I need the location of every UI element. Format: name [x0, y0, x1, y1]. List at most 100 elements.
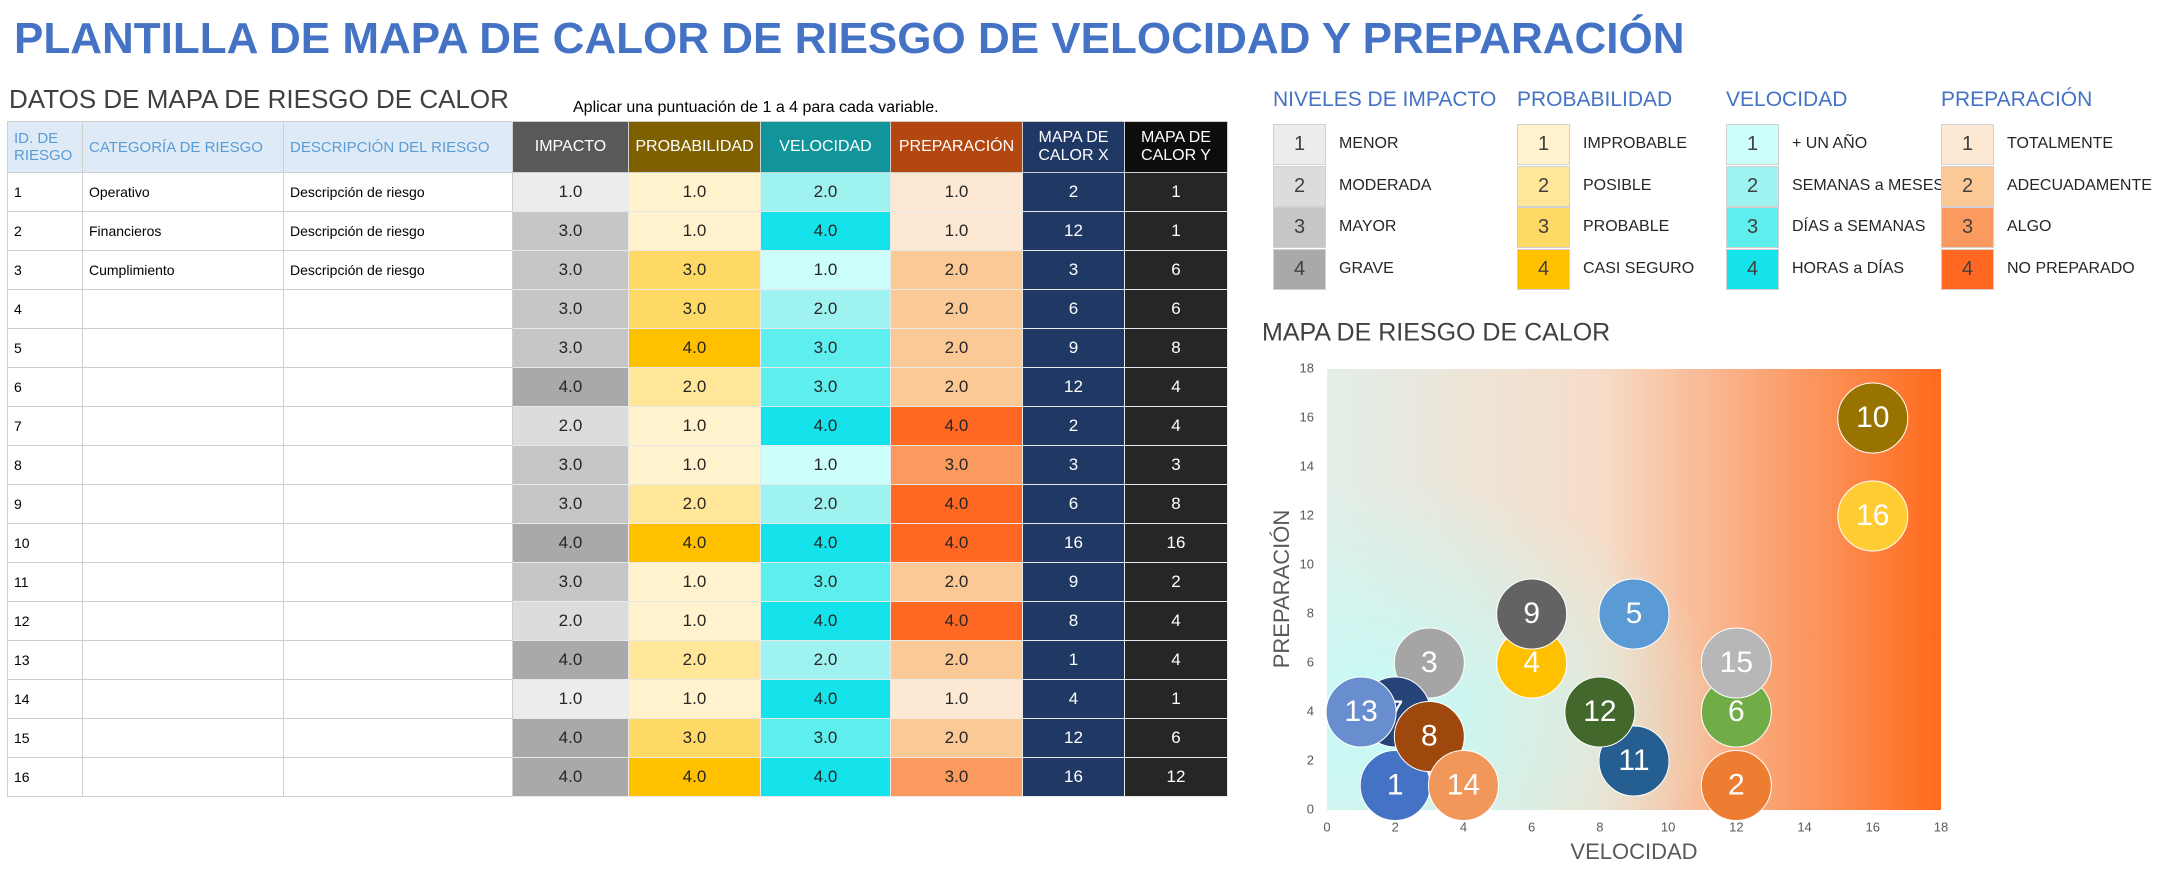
- value-cell: 3.0: [890, 445, 1023, 485]
- value-cell: 1.0: [628, 601, 761, 641]
- legend-swatch: 2: [1941, 165, 1994, 207]
- value-cell: 12: [1022, 718, 1125, 758]
- value-cell: 3.0: [628, 250, 761, 290]
- value-cell: 2.0: [628, 484, 761, 524]
- bubble-label: 15: [1720, 646, 1753, 679]
- bubble: [1598, 578, 1670, 650]
- value-cell: 1: [1124, 172, 1228, 212]
- text-cell: [283, 562, 513, 602]
- value-cell: 2.0: [760, 484, 891, 524]
- y-tick-label: 2: [1307, 752, 1314, 767]
- value-cell: 3.0: [512, 211, 629, 251]
- text-cell: 5: [7, 328, 83, 368]
- text-cell: [82, 328, 284, 368]
- value-cell: 4.0: [760, 211, 891, 251]
- text-cell: [283, 406, 513, 446]
- bubble-label: 12: [1583, 695, 1616, 728]
- x-tick-label: 10: [1661, 819, 1675, 834]
- text-cell: [82, 601, 284, 641]
- value-cell: 1.0: [628, 562, 761, 602]
- legend-swatch: 3: [1273, 207, 1326, 248]
- text-cell: [82, 445, 284, 485]
- legend-title: PREPARACIÓN: [1941, 88, 2093, 111]
- bubble-label: 8: [1421, 719, 1438, 752]
- x-tick-label: 8: [1596, 819, 1603, 834]
- legend-label: ADECUADAMENTE: [2007, 176, 2152, 194]
- table-title: DATOS DE MAPA DE RIESGO DE CALOR: [9, 84, 509, 114]
- column-header: CATEGORÍA DE RIESGO: [82, 121, 284, 173]
- text-cell: [283, 757, 513, 797]
- legend-swatch: 1: [1517, 124, 1570, 165]
- value-cell: 4.0: [512, 367, 629, 407]
- y-tick-label: 0: [1307, 801, 1314, 816]
- text-cell: [82, 679, 284, 719]
- value-cell: 1.0: [890, 172, 1023, 212]
- bubble: [1700, 750, 1772, 821]
- legend-label: MAYOR: [1339, 218, 1397, 235]
- legend-swatch: 3: [1941, 207, 1994, 248]
- table-row: 6 4.0 2.0 3.0 2.0 12 4: [7, 367, 1228, 407]
- value-cell: 1: [1124, 679, 1228, 719]
- x-axis-label: VELOCIDAD: [1570, 839, 1697, 864]
- value-cell: 1.0: [628, 445, 761, 485]
- bubble: [1325, 676, 1397, 748]
- y-tick-label: 18: [1300, 360, 1314, 375]
- bubble-label: 16: [1856, 499, 1889, 532]
- x-tick-label: 16: [1866, 819, 1880, 834]
- value-cell: 4: [1124, 367, 1228, 407]
- value-cell: 2.0: [890, 718, 1023, 758]
- legend-label: + UN AÑO: [1792, 135, 1868, 152]
- value-cell: 2.0: [890, 289, 1023, 329]
- bubble: [1837, 480, 1909, 552]
- column-header: MAPA DE CALOR Y: [1124, 121, 1228, 173]
- legend-swatch: 1: [1941, 124, 1994, 165]
- text-cell: [283, 718, 513, 758]
- value-cell: 2.0: [760, 640, 891, 680]
- value-cell: 3.0: [760, 328, 891, 368]
- value-cell: 2.0: [628, 640, 761, 680]
- text-cell: 14: [7, 679, 83, 719]
- legend-swatch: 4: [1517, 248, 1570, 290]
- y-axis-label: PREPARACIÓN: [1269, 510, 1294, 669]
- bubble-label: 9: [1523, 597, 1540, 630]
- value-cell: 16: [1022, 523, 1125, 563]
- x-tick-label: 12: [1729, 819, 1743, 834]
- bubble: [1496, 578, 1568, 650]
- x-tick-label: 4: [1460, 819, 1467, 834]
- value-cell: 3: [1022, 445, 1125, 485]
- bubble-label: 2: [1728, 768, 1745, 801]
- value-cell: 2.0: [890, 250, 1023, 290]
- value-cell: 3.0: [760, 562, 891, 602]
- text-cell: Descripción de riesgo: [283, 172, 513, 212]
- text-cell: [283, 484, 513, 524]
- value-cell: 3.0: [628, 718, 761, 758]
- legend-title: NIVELES DE IMPACTO: [1273, 88, 1497, 111]
- value-cell: 2.0: [628, 367, 761, 407]
- value-cell: 1.0: [628, 172, 761, 212]
- value-cell: 8: [1124, 484, 1228, 524]
- value-cell: 4.0: [760, 523, 891, 563]
- text-cell: 4: [7, 289, 83, 329]
- bubble: [1564, 676, 1636, 748]
- legend-label: HORAS a DÍAS: [1792, 259, 1905, 277]
- legend-label: SEMANAS a MESES: [1792, 176, 1945, 194]
- legend-title: VELOCIDAD: [1726, 88, 1848, 111]
- value-cell: 16: [1022, 757, 1125, 797]
- table-row: 14 1.0 1.0 4.0 1.0 4 1: [7, 679, 1228, 719]
- value-cell: 6: [1124, 718, 1228, 758]
- text-cell: [283, 367, 513, 407]
- table-row: 11 3.0 1.0 3.0 2.0 9 2: [7, 562, 1228, 602]
- value-cell: 1.0: [890, 679, 1023, 719]
- legend-swatch: 2: [1726, 165, 1779, 207]
- column-header: PREPARACIÓN: [890, 121, 1023, 173]
- value-cell: 4: [1022, 679, 1125, 719]
- legend-swatch: 1: [1726, 124, 1779, 165]
- text-cell: 7: [7, 406, 83, 446]
- legend-title: PROBABILIDAD: [1517, 88, 1673, 111]
- text-cell: [82, 718, 284, 758]
- legend-swatch: 3: [1726, 207, 1779, 248]
- value-cell: 3.0: [512, 562, 629, 602]
- column-header: VELOCIDAD: [760, 121, 891, 173]
- legend-label: GRAVE: [1339, 259, 1394, 277]
- value-cell: 1.0: [628, 211, 761, 251]
